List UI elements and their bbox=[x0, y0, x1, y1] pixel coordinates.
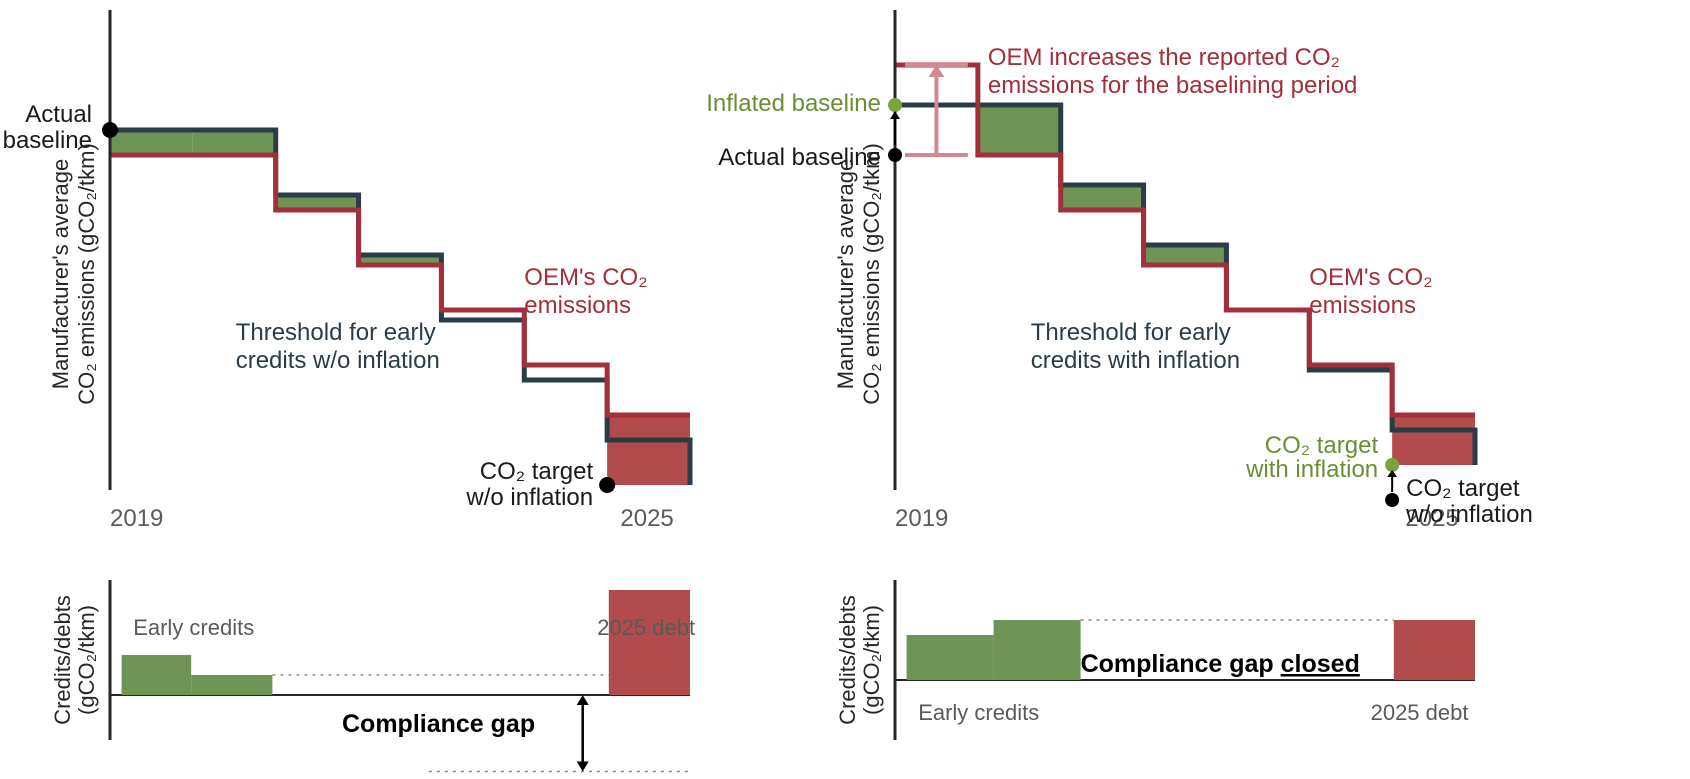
target-woinfl-label: CO₂ target bbox=[1406, 475, 1520, 502]
debt-2025-label: 2025 debt bbox=[1371, 700, 1469, 725]
debt-fill bbox=[607, 415, 690, 485]
svg-text:w/o inflation: w/o inflation bbox=[465, 484, 593, 511]
target-dot bbox=[599, 477, 615, 493]
credit-fill bbox=[110, 130, 193, 155]
early-credits-label: Early credits bbox=[133, 615, 254, 640]
svg-text:w/o inflation: w/o inflation bbox=[1405, 501, 1533, 528]
compliance-gap-closed-label: Compliance gap closed bbox=[1081, 650, 1360, 678]
debt-2025-label: 2025 debt bbox=[597, 615, 695, 640]
credit-fill bbox=[193, 130, 276, 155]
credit-bar bbox=[122, 655, 192, 695]
svg-text:baseline: baseline bbox=[3, 127, 92, 154]
actual-baseline-dot bbox=[102, 122, 118, 138]
sub-y-label: Credits/debts(gCO₂/tkm) bbox=[50, 595, 99, 725]
compliance-gap-label: Compliance gap bbox=[342, 710, 535, 738]
svg-text:Credits/debts: Credits/debts bbox=[50, 595, 75, 725]
credit-bar bbox=[994, 620, 1081, 680]
oem-increase-label: OEM increases the reported CO₂ bbox=[988, 44, 1340, 71]
svg-text:CO₂ emissions (gCO₂/tkm): CO₂ emissions (gCO₂/tkm) bbox=[74, 143, 99, 405]
sub-y-label: Credits/debts(gCO₂/tkm) bbox=[835, 595, 884, 725]
actual-baseline-dot bbox=[888, 148, 902, 162]
threshold-label: Threshold for early bbox=[236, 319, 436, 346]
target-inflated-label: CO₂ target bbox=[1265, 432, 1379, 459]
svg-text:Credits/debts: Credits/debts bbox=[835, 595, 860, 725]
svg-text:Manufacturer's average: Manufacturer's average bbox=[48, 159, 73, 389]
debt-fill bbox=[1392, 415, 1475, 465]
credit-bar bbox=[907, 635, 994, 680]
credit-bar bbox=[191, 675, 272, 695]
x-tick-2019: 2019 bbox=[110, 505, 163, 532]
x-tick-2025: 2025 bbox=[620, 505, 673, 532]
inflated-baseline-label: Inflated baseline bbox=[706, 90, 881, 117]
target-label: CO₂ target bbox=[480, 458, 594, 485]
credit-fill bbox=[1144, 245, 1227, 265]
target-inflated-dot bbox=[1385, 458, 1399, 472]
svg-text:credits w/o inflation: credits w/o inflation bbox=[236, 347, 440, 374]
target-woinfl-dot bbox=[1385, 493, 1399, 507]
svg-text:CO₂ emissions (gCO₂/tkm): CO₂ emissions (gCO₂/tkm) bbox=[859, 143, 884, 405]
credit-fill bbox=[978, 105, 1061, 155]
credit-fill bbox=[1061, 185, 1144, 210]
oem-emissions-label: OEM's CO₂ bbox=[1309, 264, 1432, 291]
svg-text:credits with inflation: credits with inflation bbox=[1031, 347, 1240, 374]
svg-text:(gCO₂/tkm): (gCO₂/tkm) bbox=[74, 605, 99, 715]
actual-baseline-label: Actual bbox=[25, 101, 92, 128]
debt-bar bbox=[1394, 620, 1475, 680]
svg-text:(gCO₂/tkm): (gCO₂/tkm) bbox=[859, 605, 884, 715]
y-axis-label: Manufacturer's averageCO₂ emissions (gCO… bbox=[833, 143, 884, 405]
actual-baseline-label: Actual baseline bbox=[718, 144, 881, 171]
svg-text:emissions: emissions bbox=[1309, 292, 1416, 319]
svg-text:emissions: emissions bbox=[524, 292, 631, 319]
x-tick-2019: 2019 bbox=[895, 505, 948, 532]
svg-text:with inflation: with inflation bbox=[1245, 456, 1378, 483]
svg-text:Manufacturer's average: Manufacturer's average bbox=[833, 159, 858, 389]
y-axis-label: Manufacturer's averageCO₂ emissions (gCO… bbox=[48, 143, 99, 405]
early-credits-label: Early credits bbox=[918, 700, 1039, 725]
debt-bar bbox=[609, 590, 690, 695]
oem-emissions-label: OEM's CO₂ bbox=[524, 264, 647, 291]
svg-text:emissions for the baselining p: emissions for the baselining period bbox=[988, 72, 1358, 99]
inflated-baseline-dot bbox=[888, 98, 902, 112]
threshold-label: Threshold for early bbox=[1031, 319, 1231, 346]
